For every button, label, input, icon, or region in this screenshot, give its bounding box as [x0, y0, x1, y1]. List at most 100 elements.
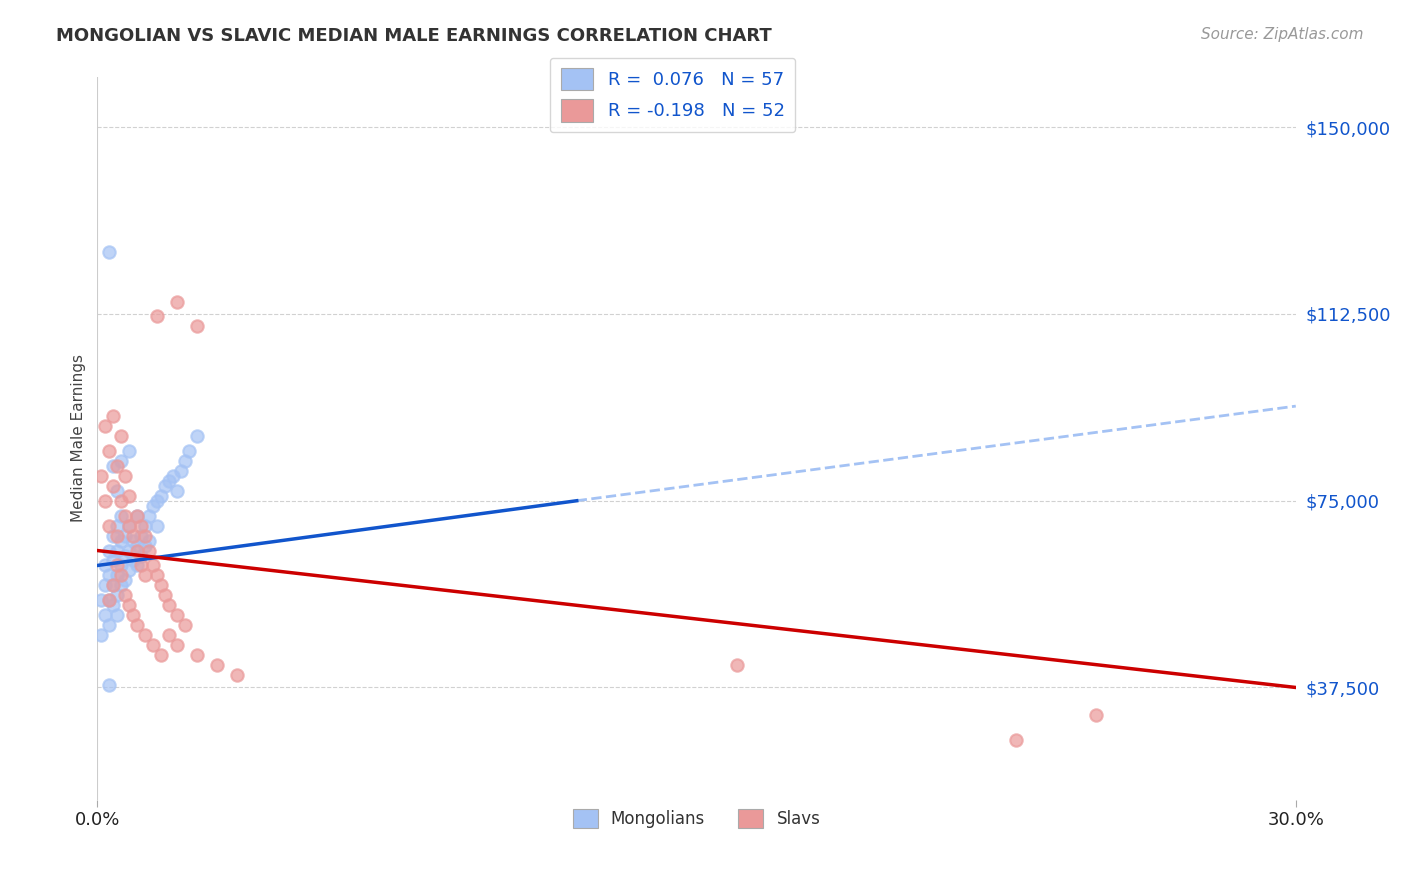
Point: [90, 593, 112, 607]
Point: [94, 419, 117, 434]
Point: [129, 528, 152, 542]
Point: [118, 543, 141, 558]
Point: [134, 568, 156, 582]
Point: [127, 508, 149, 523]
Point: [98, 593, 121, 607]
Point: [114, 549, 136, 563]
Point: [134, 528, 156, 542]
Point: [142, 499, 165, 513]
Point: [94, 558, 117, 573]
Point: [98, 678, 121, 692]
Point: [98, 444, 121, 458]
Point: [105, 543, 128, 558]
Point: [142, 638, 165, 652]
Point: [725, 658, 748, 673]
Point: [157, 599, 180, 613]
Point: [105, 528, 128, 542]
Text: Source: ZipAtlas.com: Source: ZipAtlas.com: [1201, 27, 1364, 42]
Point: [1005, 732, 1028, 747]
Point: [110, 558, 132, 573]
Point: [138, 543, 160, 558]
Point: [105, 458, 128, 473]
Point: [110, 454, 132, 468]
Point: [114, 588, 136, 602]
Point: [98, 244, 121, 259]
Point: [150, 489, 173, 503]
Point: [127, 539, 149, 553]
Point: [155, 588, 177, 602]
Point: [146, 568, 169, 582]
Point: [105, 608, 128, 623]
Point: [146, 310, 169, 324]
Point: [98, 543, 121, 558]
Point: [122, 528, 145, 542]
Point: [98, 568, 121, 582]
Point: [118, 518, 141, 533]
Point: [114, 468, 136, 483]
Point: [98, 593, 121, 607]
Point: [105, 518, 128, 533]
Point: [134, 539, 156, 553]
Point: [105, 483, 128, 498]
Point: [118, 599, 141, 613]
Point: [162, 468, 184, 483]
Point: [146, 493, 169, 508]
Point: [186, 319, 208, 334]
Point: [98, 618, 121, 632]
Point: [103, 578, 125, 592]
Point: [114, 508, 136, 523]
Point: [150, 648, 173, 662]
Point: [134, 518, 156, 533]
Point: [127, 558, 149, 573]
Point: [118, 518, 141, 533]
Point: [103, 578, 125, 592]
Point: [179, 444, 201, 458]
Point: [226, 668, 249, 682]
Point: [103, 409, 125, 423]
Point: [98, 518, 121, 533]
Point: [138, 533, 160, 548]
Point: [94, 608, 117, 623]
Point: [118, 489, 141, 503]
Point: [155, 479, 177, 493]
Point: [150, 578, 173, 592]
Point: [105, 568, 128, 582]
Point: [166, 294, 188, 309]
Point: [205, 658, 228, 673]
Point: [129, 549, 152, 563]
Point: [110, 508, 132, 523]
Point: [122, 533, 145, 548]
Point: [157, 628, 180, 642]
Point: [127, 618, 149, 632]
Point: [94, 493, 117, 508]
Point: [166, 638, 188, 652]
Point: [166, 608, 188, 623]
Y-axis label: Median Male Earnings: Median Male Earnings: [72, 354, 86, 523]
Point: [105, 588, 128, 602]
Point: [122, 553, 145, 567]
Point: [142, 558, 165, 573]
Point: [110, 533, 132, 548]
Legend: Mongolians, Slavs: Mongolians, Slavs: [565, 802, 827, 835]
Point: [1085, 707, 1108, 722]
Point: [174, 454, 197, 468]
Point: [105, 558, 128, 573]
Point: [90, 468, 112, 483]
Point: [110, 493, 132, 508]
Point: [103, 458, 125, 473]
Point: [94, 578, 117, 592]
Point: [138, 508, 160, 523]
Point: [174, 618, 197, 632]
Point: [110, 568, 132, 582]
Point: [146, 518, 169, 533]
Point: [122, 608, 145, 623]
Point: [103, 599, 125, 613]
Point: [110, 429, 132, 443]
Point: [129, 518, 152, 533]
Point: [110, 578, 132, 592]
Point: [114, 528, 136, 542]
Point: [103, 479, 125, 493]
Point: [90, 628, 112, 642]
Point: [114, 574, 136, 588]
Point: [127, 508, 149, 523]
